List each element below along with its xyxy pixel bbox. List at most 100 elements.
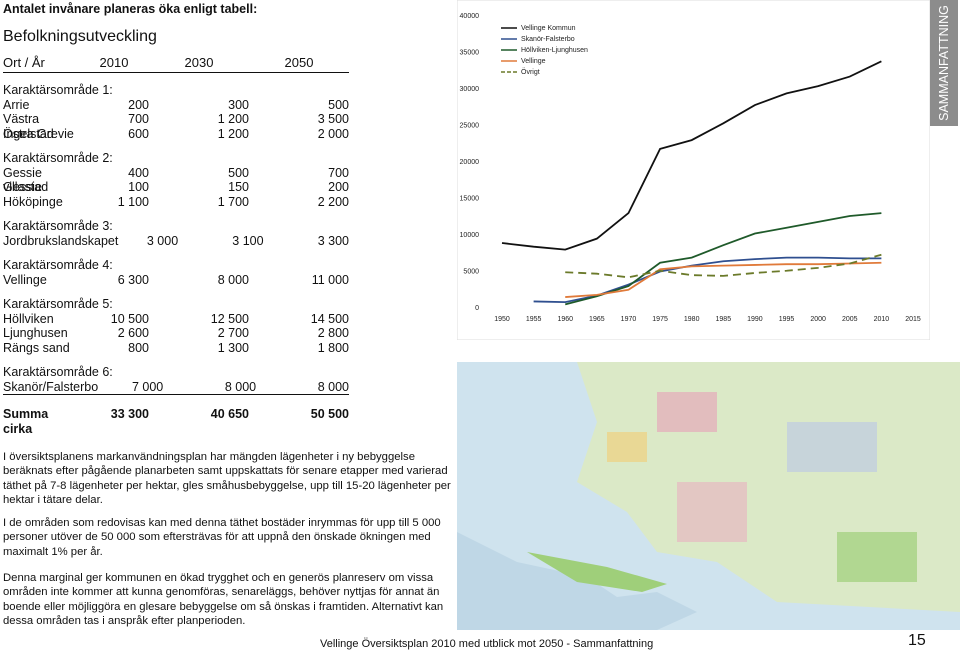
table-cell: 1 200: [217, 126, 249, 141]
table-cell: 33 300: [110, 407, 149, 421]
x-tick-label: 2010: [874, 316, 890, 323]
map-peninsula: [527, 552, 667, 592]
y-tick-label: 35000: [460, 49, 480, 56]
table-cell: 14 500: [310, 311, 349, 326]
table-cell: 1 800: [317, 340, 349, 355]
table-body: Ort / År 2010 2030 2050 Karaktärsområde 1: Ar…: [3, 55, 349, 436]
paragraph: I översiktsplanens markanvändningsplan h…: [3, 451, 451, 507]
table-cell: Summa cirka: [3, 407, 49, 436]
x-tick-label: 2000: [810, 316, 826, 323]
table-cell: 3 100: [232, 233, 264, 248]
table-row: Höllviken 10 500 12 500 14 500: [3, 312, 349, 327]
table-group: Karaktärsområde 5: Höllviken 10 500 12 500 1…: [3, 297, 349, 355]
chart: 0 5000 10000 15000 20000 25000 30000 35000 40000…: [457, 0, 930, 340]
y-tick-label: 25000: [460, 122, 480, 129]
map-area: [837, 532, 917, 582]
group-title: Karaktärsområde 5:: [3, 297, 113, 311]
table-cell: 8 000: [224, 379, 257, 394]
table-group: Karaktärsområde 4: Vellinge 6 300 8 000 11 0…: [3, 258, 349, 287]
table-cell: Vellinge: [3, 272, 47, 287]
table-cell: 700: [128, 112, 149, 126]
series-line: [533, 256, 882, 304]
table-row: Östra Grevie 600 1 200 2 000: [3, 127, 349, 142]
map-area: [677, 482, 747, 542]
table-row: Västra Ingelstad 700 1 200 3 500: [3, 112, 349, 141]
table: Antalet invånare planeras öka enligt tab…: [3, 0, 349, 436]
table-cell: 8 000: [217, 272, 249, 287]
table-cell: 2 200: [317, 194, 349, 209]
table-cell: 2 800: [317, 326, 349, 340]
x-tick-label: 1950: [494, 316, 510, 323]
paragraph: I de områden som redovisas kan med denna…: [3, 517, 441, 558]
legend-label: Vellinge: [521, 58, 546, 65]
group-title: Karaktärsområde 4:: [3, 258, 113, 272]
table-row: Skanör/Falsterbo 7 000 8 000 8 000: [3, 379, 349, 395]
table-cell: Arrie: [3, 97, 30, 112]
table-cell: 100: [128, 180, 149, 194]
table-cell: Gessie villastad: [3, 165, 49, 195]
table-cell: 800: [128, 340, 149, 355]
x-tick-label: 2015: [905, 316, 921, 323]
series-line: [565, 253, 882, 279]
legend-label: Höllviken-Ljunghusen: [521, 47, 588, 54]
y-tick-label: 5000: [463, 268, 479, 275]
table-group: Karaktärsområde 2: Gessie villastad 400 500…: [3, 151, 349, 209]
table-row: Arrie 200 300 500: [3, 98, 349, 113]
sidebar: SAMMANFATTNING: [930, 0, 958, 126]
table-group: Karaktärsområde 3: Jordbrukslandskapet 3 0…: [3, 219, 349, 248]
table-cell: Gessie: [3, 180, 42, 194]
heading: Antalet invånare planeras öka enligt tab…: [3, 2, 258, 16]
map: [457, 362, 960, 630]
table-cell: 7 000: [131, 379, 164, 394]
x-tick-label: 1985: [716, 316, 732, 323]
table-cell: 300: [228, 97, 249, 112]
table-cell: 200: [128, 97, 149, 112]
y-tick-label: 0: [475, 305, 479, 312]
table-cell: 1 700: [217, 194, 249, 209]
legend-label: Övrigt: [521, 68, 540, 76]
table-cell: 3 000: [146, 233, 179, 248]
y-tick-label: 15000: [460, 195, 480, 202]
table-cell: 3 500: [317, 112, 349, 126]
table-cell: Höllviken: [3, 311, 54, 326]
table-row: Summa cirka 33 300 40 650 50 500: [3, 407, 349, 436]
table-cell: Skanör/Falsterbo: [3, 379, 99, 394]
sidebar-label: SAMMANFATTNING: [937, 5, 951, 121]
table-cell: 1 100: [117, 194, 149, 209]
table-cell: 2 000: [317, 126, 349, 141]
table-cell: 2010: [99, 55, 129, 70]
table-cell: 2 600: [117, 326, 149, 340]
table-cell: Västra Ingelstad: [3, 112, 54, 141]
table-cell: Östra Grevie: [3, 126, 74, 141]
table-cell: 2050: [284, 55, 314, 70]
table-group: Karaktärsområde 6: Skanör/Falsterbo 7 000 8…: [3, 365, 349, 395]
table-cell: Ort / År: [3, 55, 45, 70]
group-title: Karaktärsområde 1:: [3, 83, 113, 97]
paragraph: Denna marginal ger kommunen en ökad tryg…: [3, 572, 444, 628]
y-tick-label: 30000: [460, 86, 480, 93]
table-cell: Rängs sand: [3, 340, 70, 355]
table-cell: 150: [228, 180, 249, 194]
footer: Vellinge Översiktsplan 2010 med utblick …: [320, 638, 654, 650]
table-row: Vellinge 6 300 8 000 11 000: [3, 273, 349, 288]
x-tick-label: 1990: [747, 316, 763, 323]
chart-frame: [457, 0, 930, 340]
legend-label: Vellinge Kommun: [521, 25, 576, 32]
x-tick-label: 2005: [842, 316, 858, 323]
y-tick-label: 10000: [460, 232, 480, 239]
series-line: [565, 261, 882, 298]
table-cell: 1 300: [217, 340, 249, 355]
group-title: Karaktärsområde 2:: [3, 151, 113, 165]
table-cell: 700: [328, 165, 349, 180]
table-cell: 400: [128, 165, 149, 180]
series-line: [501, 60, 882, 251]
table-row: Ljunghusen 2 600 2 700 2 800: [3, 326, 349, 341]
map-area: [657, 392, 717, 432]
table-row: Gessie villastad 400 500 700: [3, 165, 349, 195]
table-cell: 40 650: [210, 407, 249, 421]
table-cell: 10 500: [110, 311, 149, 326]
table-cell: 50 500: [310, 407, 349, 421]
x-tick-label: 1970: [621, 316, 637, 323]
table-row: Rängs sand 800 1 300 1 800: [3, 341, 349, 356]
